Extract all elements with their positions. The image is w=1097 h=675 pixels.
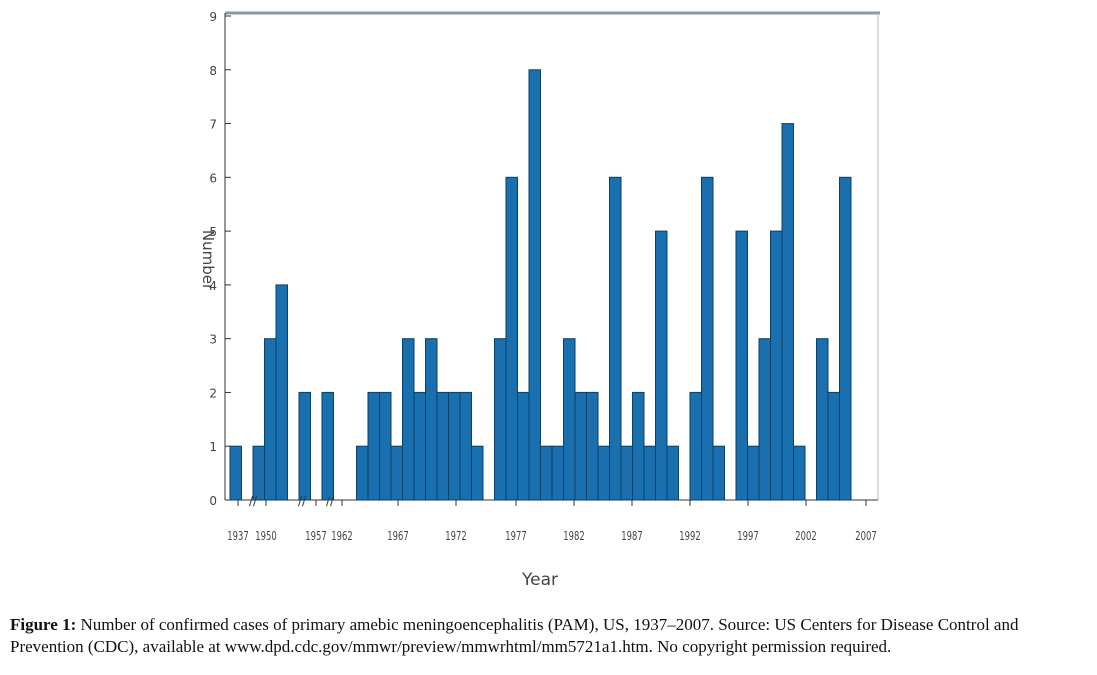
bar bbox=[597, 445, 610, 501]
bar bbox=[551, 445, 564, 501]
x-axis-label: Year bbox=[521, 570, 558, 590]
y-tick-label: 7 bbox=[209, 118, 217, 132]
bar bbox=[494, 338, 507, 501]
bar bbox=[620, 445, 633, 501]
caption-label: Figure 1: bbox=[10, 615, 77, 634]
bar bbox=[402, 338, 415, 501]
bar bbox=[448, 391, 461, 501]
bar-chart: 0 1 2 3 4 5 6 7 8 9 1937 1950 1957 1962 1967 1972 1977 1… bbox=[199, 10, 880, 590]
x-tick-label: 1950 bbox=[255, 529, 276, 543]
y-tick-label: 8 bbox=[209, 64, 217, 78]
y-tick-label: 9 bbox=[209, 10, 217, 24]
y-tick-label: 0 bbox=[209, 494, 217, 508]
axis-break-marker: // bbox=[326, 494, 335, 508]
x-tick-label: 1962 bbox=[331, 529, 352, 543]
bar bbox=[528, 69, 541, 501]
bar bbox=[471, 445, 484, 501]
x-tick-label: 2007 bbox=[855, 529, 876, 543]
bar bbox=[758, 338, 771, 501]
bar bbox=[275, 284, 288, 501]
bar bbox=[459, 391, 472, 501]
bar bbox=[574, 391, 587, 501]
bar bbox=[264, 338, 277, 501]
bar bbox=[517, 391, 530, 501]
bar bbox=[436, 391, 449, 501]
x-tick-label: 1997 bbox=[737, 529, 758, 543]
bar bbox=[321, 391, 334, 501]
caption-text: Number of confirmed cases of primary ame… bbox=[10, 615, 1019, 656]
bar bbox=[356, 445, 369, 501]
y-axis-label: Number bbox=[199, 230, 217, 291]
bar bbox=[367, 391, 380, 501]
bar bbox=[666, 445, 679, 501]
y-tick-label: 3 bbox=[209, 333, 217, 347]
axis-break-marker: // bbox=[298, 494, 307, 508]
x-tick-label: 1987 bbox=[621, 529, 642, 543]
bar bbox=[563, 338, 576, 501]
bar bbox=[816, 338, 829, 501]
x-tick-label: 2002 bbox=[795, 529, 816, 543]
bar bbox=[770, 230, 783, 501]
bar bbox=[712, 445, 725, 501]
x-tick-label: 1957 bbox=[305, 529, 326, 543]
x-tick-label: 1977 bbox=[505, 529, 526, 543]
y-tick-label: 6 bbox=[209, 171, 217, 185]
bar bbox=[609, 176, 622, 501]
bar bbox=[735, 230, 748, 501]
bar bbox=[379, 391, 392, 501]
y-tick-label: 1 bbox=[209, 440, 217, 454]
x-tick-label: 1972 bbox=[445, 529, 466, 543]
bar bbox=[701, 176, 714, 501]
bar bbox=[655, 230, 668, 501]
y-tick-label: 5 bbox=[209, 225, 217, 239]
bar bbox=[413, 391, 426, 501]
bar bbox=[229, 445, 242, 501]
bar bbox=[252, 445, 265, 501]
y-tick-label: 4 bbox=[209, 279, 217, 293]
y-tick-label: 2 bbox=[209, 386, 217, 400]
x-tick-label: 1982 bbox=[563, 529, 584, 543]
bar bbox=[827, 391, 840, 501]
x-tick-label: 1967 bbox=[387, 529, 408, 543]
bar bbox=[689, 391, 702, 501]
bar bbox=[632, 391, 645, 501]
bar bbox=[793, 445, 806, 501]
bar bbox=[643, 445, 656, 501]
bar bbox=[586, 391, 599, 501]
bar bbox=[747, 445, 760, 501]
axis-break-marker: // bbox=[249, 494, 258, 508]
bar bbox=[540, 445, 553, 501]
bar bbox=[505, 176, 518, 501]
figure-caption: Figure 1: Number of confirmed cases of p… bbox=[10, 614, 1085, 658]
bar bbox=[298, 391, 311, 501]
bar bbox=[839, 176, 852, 501]
bar bbox=[390, 445, 403, 501]
x-tick-label: 1937 bbox=[227, 529, 248, 543]
bar bbox=[781, 123, 794, 501]
x-tick-label: 1992 bbox=[679, 529, 700, 543]
bar bbox=[425, 338, 438, 501]
